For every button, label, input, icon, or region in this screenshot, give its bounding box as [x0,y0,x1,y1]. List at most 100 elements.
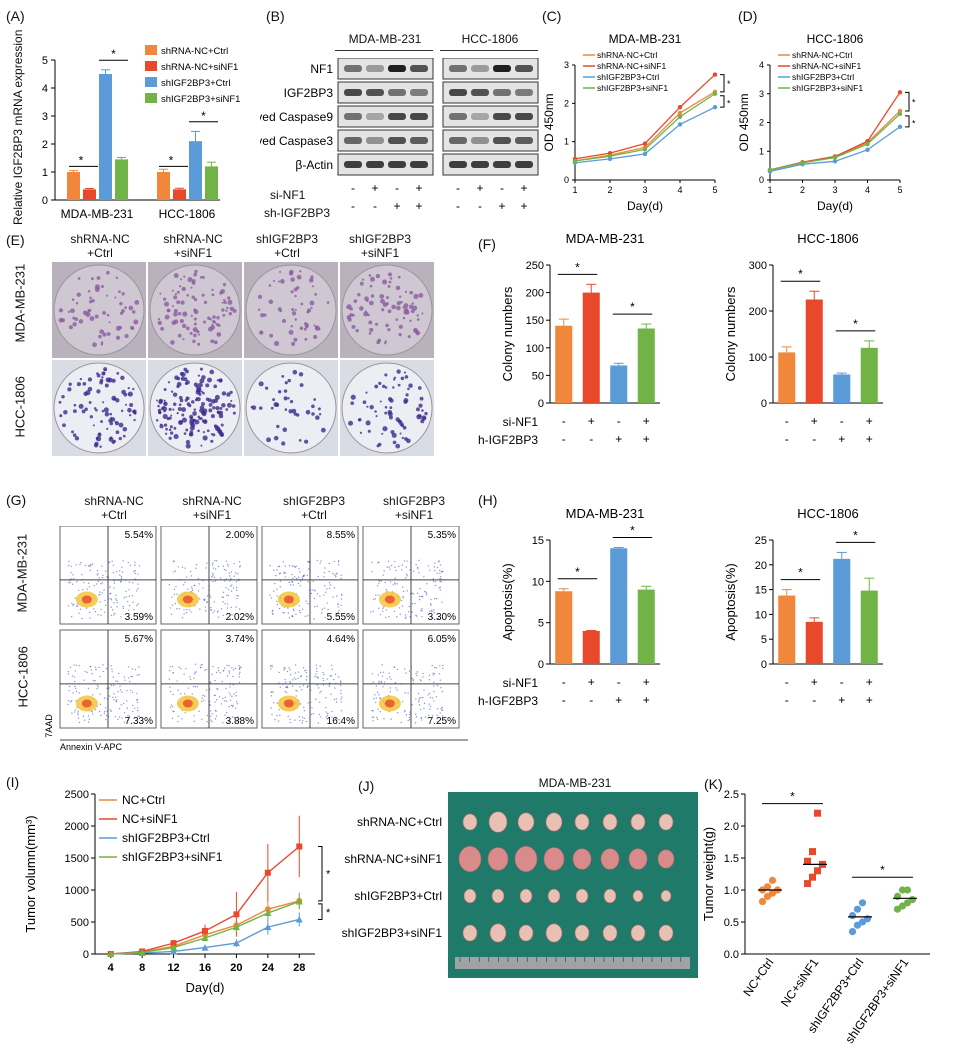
colony [82,310,88,316]
event-dot [198,710,200,713]
colony [63,410,68,415]
event-dot [212,575,214,577]
event-dot [292,584,294,586]
event-dot [236,702,239,705]
x-tick-label: 2 [800,185,805,195]
colony [160,407,164,410]
event-dot [214,559,216,562]
colony [189,425,195,431]
panel-j-letter: (J) [358,778,375,794]
wb-band [366,65,384,72]
density-core [283,595,294,604]
sh-sign: - [589,693,593,707]
colony [77,277,81,280]
colony [281,318,287,324]
panel-f-letter: (F) [478,236,496,252]
colony [134,300,140,305]
density-core [384,699,395,708]
event-dot [340,701,342,703]
colony [222,313,226,317]
event-dot [208,588,210,591]
event-dot [113,693,115,695]
event-dot [131,710,134,713]
colony [166,308,171,313]
event-dot [319,701,321,703]
bar [610,548,628,664]
event-dot [123,721,126,723]
event-dot [318,713,321,716]
colony [290,325,294,328]
event-dot [102,664,104,666]
colony [405,393,409,397]
colony [211,323,214,327]
event-dot [78,612,80,615]
colony [196,386,202,392]
colony [158,399,163,405]
panel-h-charts: MDA-MB-231051015Apoptosis(%)--+--+++**HC… [478,506,883,708]
event-dot [231,667,233,669]
data-point [642,147,648,152]
sig-bracket [905,91,910,112]
event-dot [322,679,325,682]
colony [185,439,191,445]
event-dot [222,670,225,672]
sig-star: * [201,109,206,123]
event-dot [440,686,442,689]
data-point [897,124,903,130]
colony [202,430,206,434]
colony [377,442,382,447]
event-dot [87,687,90,690]
x-axis-label: Day(d) [627,199,663,213]
colony [391,432,397,438]
event-dot [298,609,301,612]
colony [367,429,371,433]
event-dot [98,594,100,596]
event-dot [435,667,437,669]
colony [157,317,161,321]
event-dot [214,701,216,703]
colony [277,280,281,283]
event-dot [436,572,438,574]
colony [381,432,384,435]
event-dot [70,578,72,580]
event-dot [170,704,173,706]
event-dot [209,579,211,581]
event-dot [281,683,284,685]
event-dot [292,608,295,611]
event-dot [403,560,405,562]
y-tick-label: 0 [761,398,767,410]
event-dot [316,684,318,686]
event-dot [325,716,328,718]
event-dot [175,586,177,588]
colony [395,285,401,291]
data-point [758,897,767,906]
y-tick-label: 3 [759,89,764,99]
event-dot [278,682,280,684]
event-dot [99,675,101,678]
tumor [574,813,590,831]
colony [194,269,198,274]
event-dot [225,687,227,690]
event-dot [383,681,386,683]
event-dot [335,701,338,703]
event-dot [296,690,298,692]
event-dot [226,664,228,667]
colony [74,436,80,441]
colony [213,321,217,324]
e-row-hcc: HCC-1806 [12,376,28,438]
event-dot [219,577,222,579]
sh-sign: - [562,432,566,446]
event-dot [134,570,136,572]
sig-star: * [912,118,916,128]
event-dot [172,693,174,696]
event-dot [432,674,435,676]
event-dot [231,584,233,586]
colony [221,301,224,304]
event-dot [229,699,232,702]
event-dot [82,589,84,591]
y-axis-label: Colony numbers [500,286,515,381]
event-dot [178,666,180,668]
event-dot [225,700,228,703]
event-dot [305,669,307,671]
